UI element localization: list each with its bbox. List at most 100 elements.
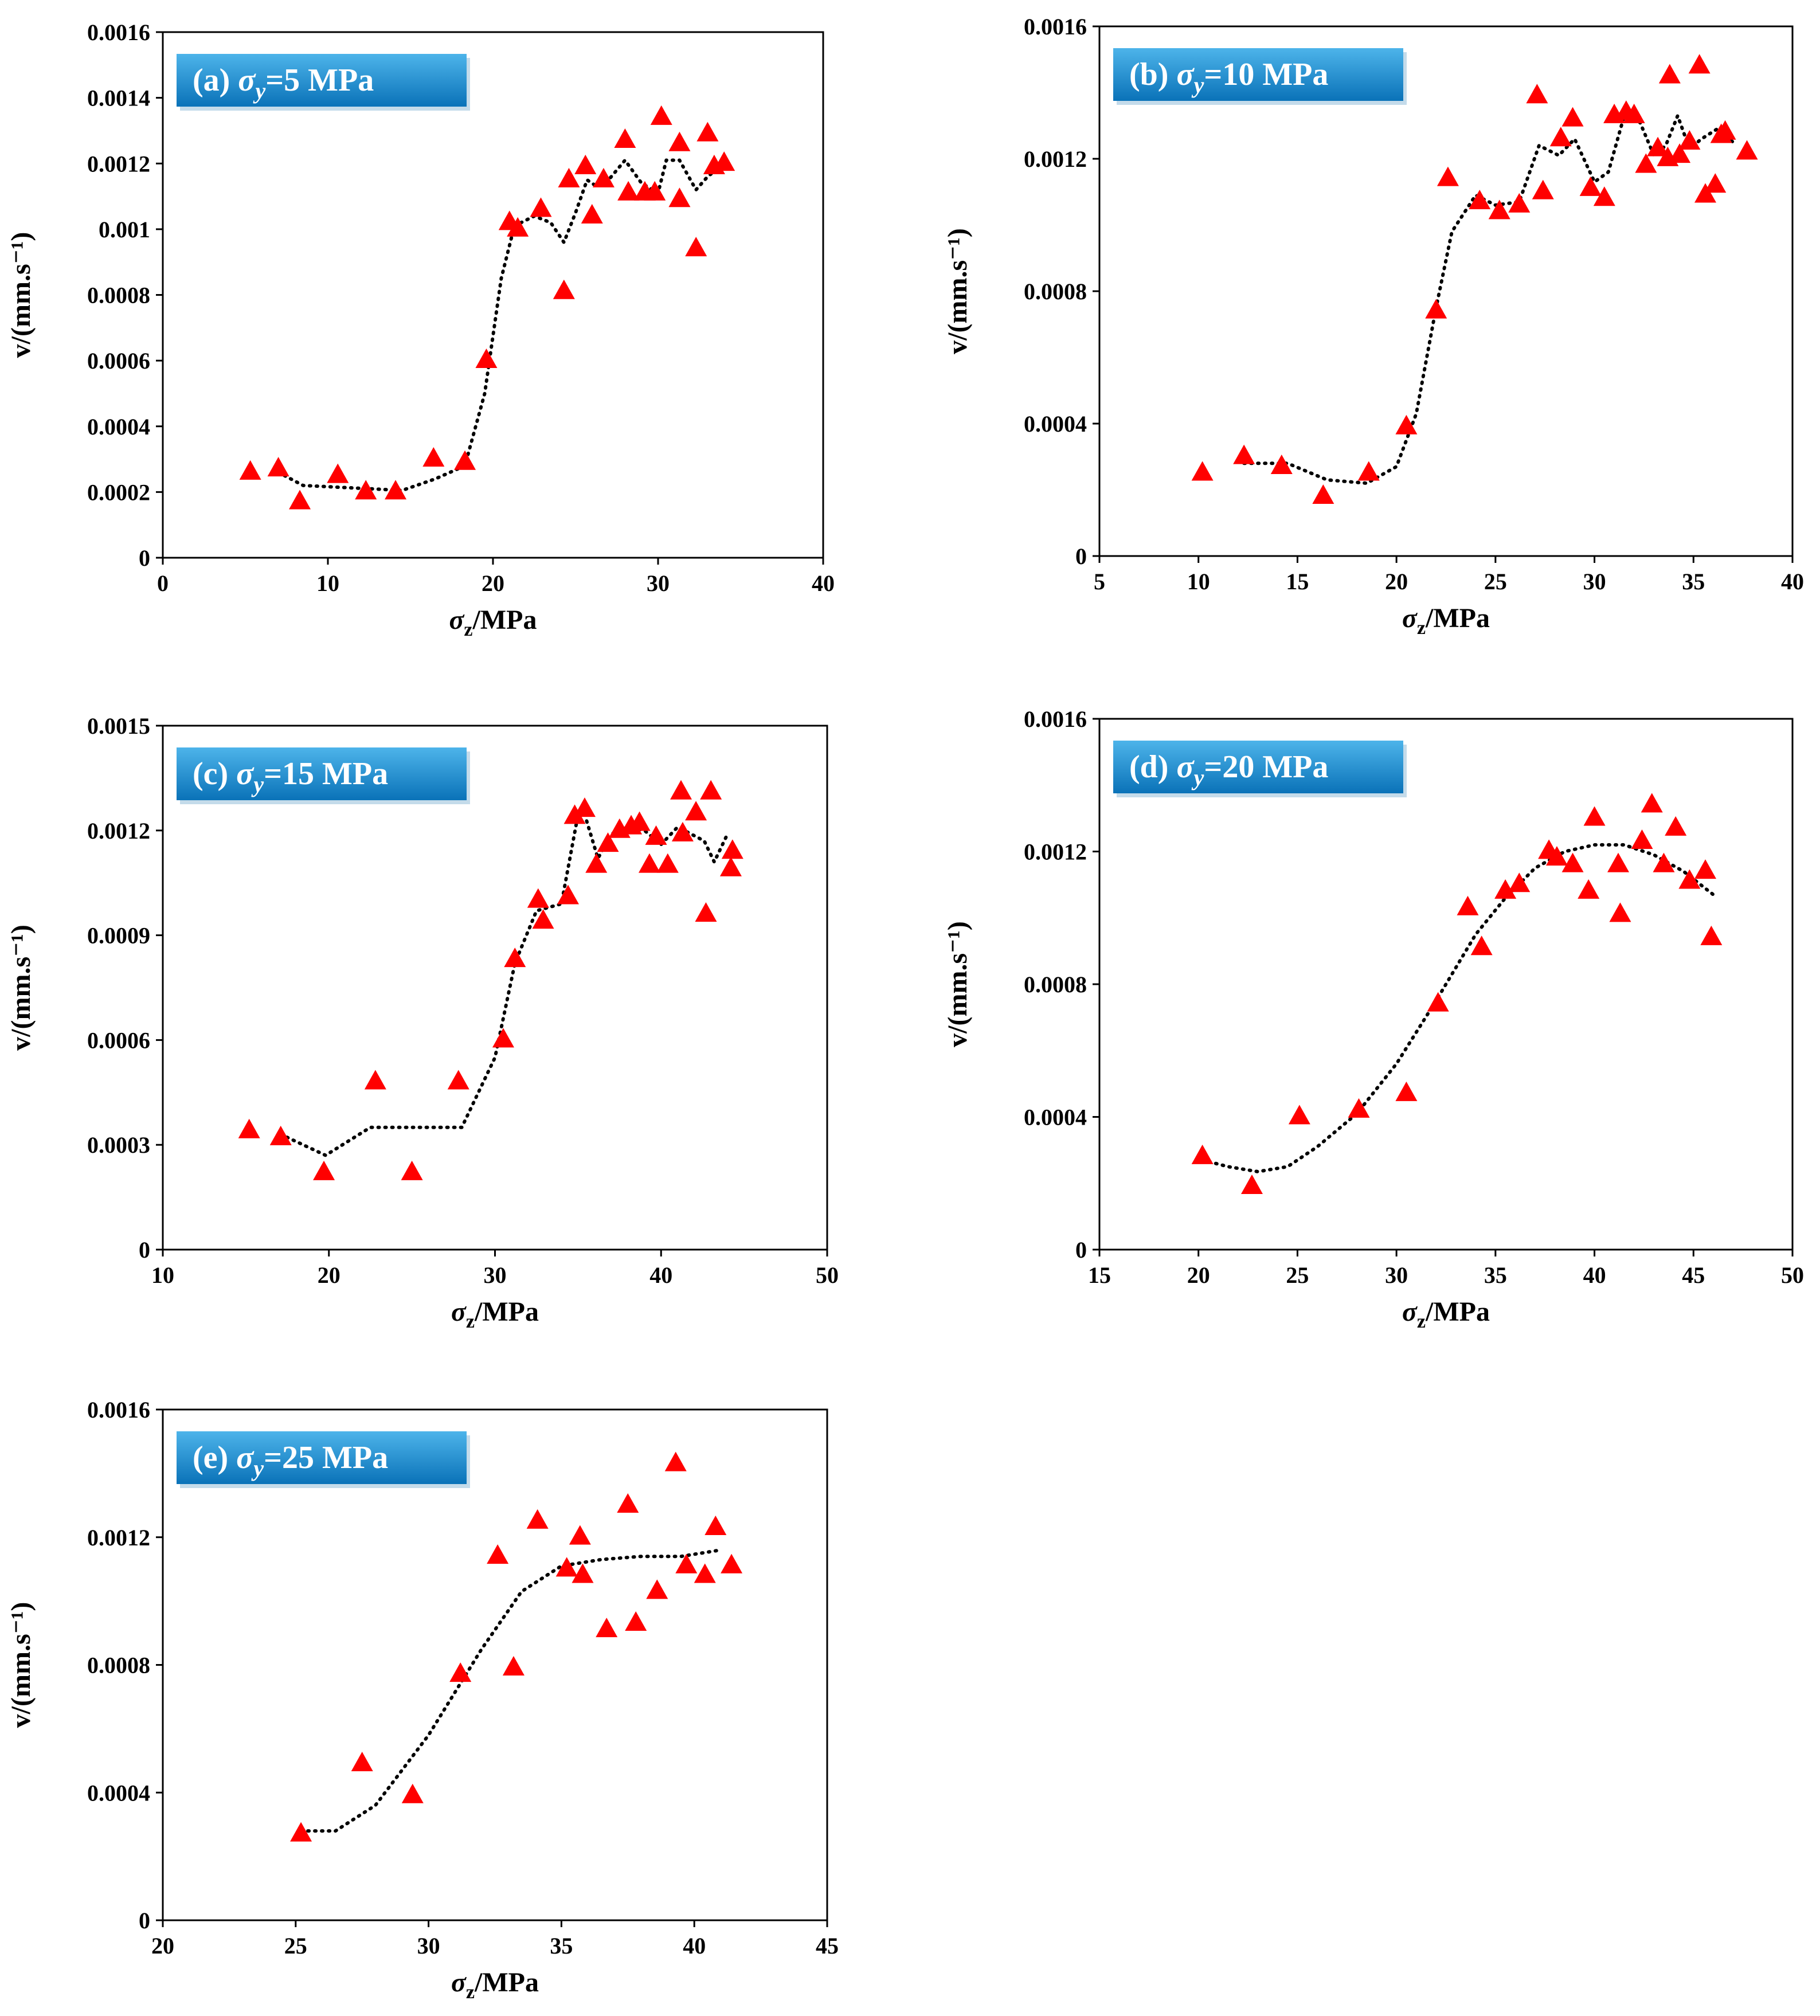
data-point	[668, 187, 691, 208]
badge-subscript: y	[251, 1455, 264, 1481]
x-axis-label-subscript: z	[1417, 617, 1426, 639]
data-point	[721, 1553, 743, 1573]
x-tick-label: 40	[1583, 1262, 1606, 1288]
chart-panel-a: 0 10 20 30 40 0 0.0002 0.0004 0.0006 0.0008 0.001 0…	[6, 19, 835, 640]
y-tick-label: 0.0015	[87, 713, 150, 739]
data-point	[574, 154, 597, 174]
y-tick-label: 0.0006	[87, 1027, 150, 1053]
y-tick-label: 0.0012	[87, 1525, 150, 1551]
x-axis-label-unit: /MPa	[1425, 1297, 1490, 1327]
data-point	[685, 801, 707, 821]
data-point	[526, 1509, 549, 1529]
trend-line	[1242, 113, 1735, 485]
x-tick-label: 40	[649, 1262, 672, 1288]
x-tick-label: 30	[417, 1933, 440, 1959]
data-point	[1700, 925, 1723, 945]
data-point	[1578, 879, 1600, 899]
x-tick-label: 10	[316, 570, 339, 596]
data-point	[628, 811, 651, 831]
data-point	[597, 832, 619, 852]
data-point	[1312, 484, 1334, 504]
y-tick-label: 0	[139, 1908, 150, 1933]
data-point	[670, 780, 692, 800]
data-point	[596, 1618, 618, 1638]
data-point	[563, 804, 586, 824]
data-point	[685, 237, 707, 257]
y-tick-label: 0.0004	[1024, 411, 1087, 437]
y-axis-label: v/(mm.s⁻¹)	[6, 1602, 36, 1728]
data-point	[558, 167, 580, 187]
data-point	[625, 1611, 647, 1631]
data-point	[1395, 414, 1418, 434]
y-tick-label: 0.0009	[87, 923, 150, 949]
data-point	[447, 1070, 469, 1090]
data-point	[1288, 1105, 1310, 1125]
data-point	[527, 888, 549, 908]
data-point	[1191, 1144, 1214, 1164]
data-point	[1395, 1081, 1418, 1101]
x-tick-label: 10	[1187, 569, 1210, 594]
x-tick-label: 25	[1484, 569, 1507, 594]
badge-value: =20 MPa	[1204, 749, 1328, 785]
x-tick-label: 20	[318, 1262, 340, 1288]
panel-badge-label: (b) σy=10 MPa	[1129, 57, 1328, 98]
data-point	[1526, 84, 1548, 104]
data-point	[290, 1822, 312, 1842]
data-point	[573, 797, 596, 817]
data-point	[713, 151, 735, 171]
data-point	[487, 1544, 509, 1564]
x-axis-label: σz/MPa	[1402, 1297, 1490, 1332]
y-tick-label: 0	[1075, 1237, 1087, 1263]
y-tick-label: 0.0014	[87, 85, 150, 111]
data-point	[644, 181, 666, 201]
data-point	[638, 853, 660, 873]
badge-symbol: σ	[1176, 749, 1195, 785]
badge-subscript: y	[1192, 72, 1204, 98]
data-point	[1678, 869, 1701, 889]
data-point	[719, 856, 742, 876]
data-point	[695, 902, 717, 922]
data-point	[351, 1752, 373, 1772]
x-axis-label-symbol: σ	[1402, 1297, 1418, 1327]
panel-badge-label: (d) σy=20 MPa	[1129, 749, 1328, 790]
x-tick-label: 40	[683, 1933, 706, 1959]
badge-value: =25 MPa	[264, 1440, 388, 1475]
data-point	[1348, 1098, 1370, 1118]
data-point	[1669, 143, 1691, 163]
y-axis-label: v/(mm.s⁻¹)	[942, 921, 973, 1047]
x-tick-label: 10	[151, 1262, 174, 1288]
data-point	[1561, 107, 1584, 127]
data-point	[1425, 299, 1447, 319]
y-tick-label: 0.0012	[87, 818, 150, 844]
badge-symbol: σ	[1176, 57, 1195, 92]
data-point	[650, 105, 672, 125]
data-point	[1545, 845, 1568, 866]
data-point	[1508, 193, 1531, 213]
data-point	[1678, 130, 1701, 150]
data-point	[1494, 879, 1517, 899]
data-point	[422, 447, 445, 467]
chart-panel-c: 10 20 30 40 50 0 0.0003 0.0006 0.0009 0.0012 0.001…	[6, 713, 839, 1332]
x-axis-label-unit: /MPa	[474, 1967, 539, 1998]
badge-symbol: σ	[236, 1440, 255, 1475]
data-point	[614, 128, 636, 148]
data-point	[1647, 136, 1669, 156]
y-tick-label: 0	[139, 545, 150, 571]
data-point	[238, 1118, 260, 1138]
data-point	[1607, 852, 1630, 872]
data-point	[289, 490, 311, 510]
badge-prefix: (b)	[1129, 57, 1176, 92]
badge-prefix: (c)	[193, 756, 236, 792]
chart-panel-e: 20 25 30 35 40 45 0 0.0004 0.0008 0.0012 0.0016 v/(…	[6, 1397, 839, 2003]
x-tick-label: 20	[1187, 1262, 1210, 1288]
data-point	[1688, 54, 1711, 74]
x-axis-label: σz/MPa	[1402, 603, 1490, 639]
data-point	[617, 1493, 639, 1513]
data-point	[555, 1557, 578, 1577]
badge-prefix: (e)	[193, 1440, 236, 1475]
y-tick-label: 0.0016	[87, 19, 150, 45]
panel-badge	[177, 1431, 467, 1484]
x-tick-label: 30	[647, 570, 670, 596]
x-tick-label: 25	[1286, 1262, 1309, 1288]
